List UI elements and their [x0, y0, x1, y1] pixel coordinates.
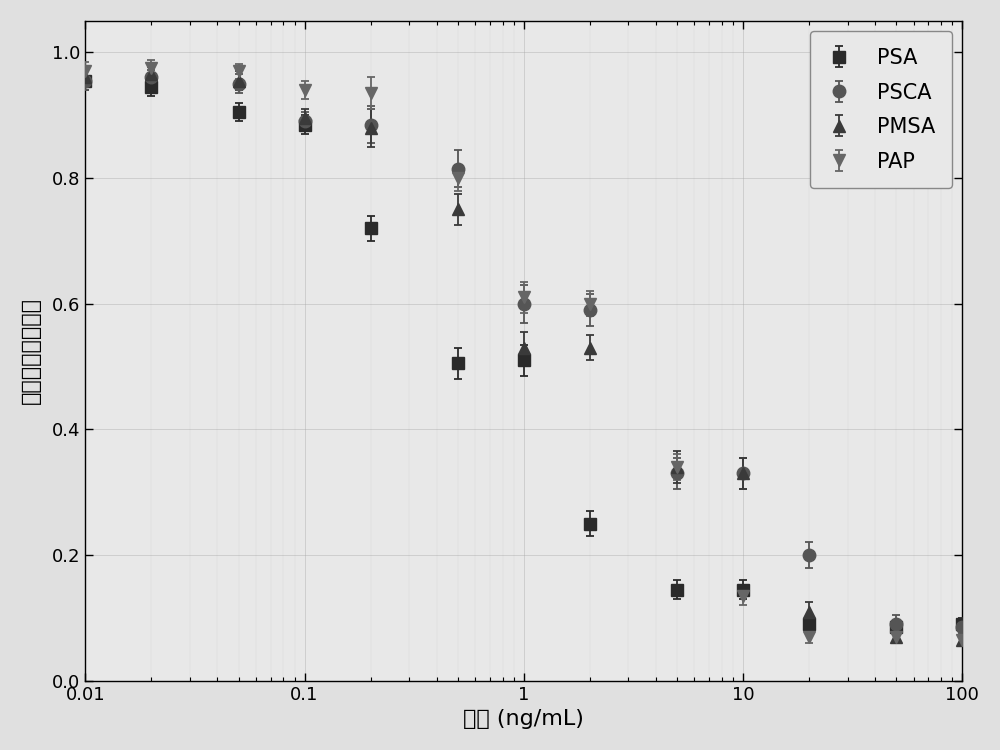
Y-axis label: 荧光信号强度比値: 荧光信号强度比値	[21, 297, 41, 404]
X-axis label: 浓度 (ng/mL): 浓度 (ng/mL)	[463, 710, 584, 729]
Legend: PSA, PSCA, PMSA, PAP: PSA, PSCA, PMSA, PAP	[810, 32, 952, 188]
